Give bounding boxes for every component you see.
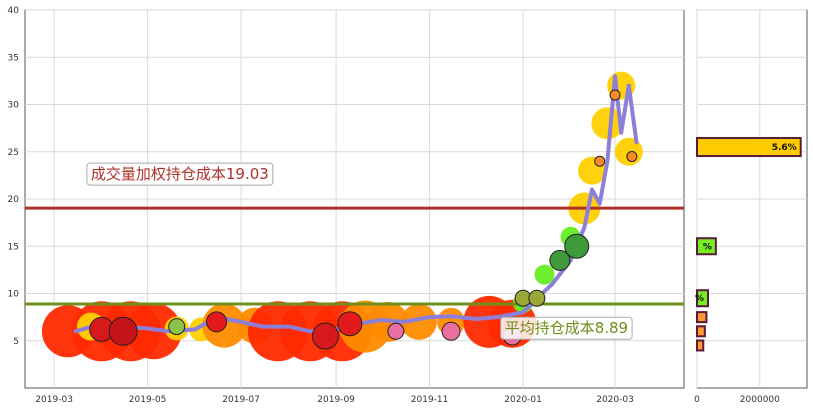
apple-icon [108,316,138,346]
kiwi-icon [168,318,186,336]
distribution-bar [696,325,706,338]
x-tick-label: 2019-05 [129,395,167,405]
strawberry-icon [206,311,228,333]
distribution-bar-label: % [695,294,704,304]
cost-annotations: 成交量加权持仓成本19.03 平均持仓成本8.89 [86,162,633,340]
carrot-icon [594,155,606,167]
distribution-bar-label: 5.6% [772,143,797,153]
volume-bubble [400,303,437,340]
y-tick-label: 15 [8,242,19,252]
y-tick-label: 10 [8,290,20,300]
distribution-bar [696,289,709,308]
y-tick-label: 35 [8,53,19,63]
radish-icon [387,322,405,340]
x-tick-label: 2020-01 [504,395,542,405]
carrot-icon [609,89,621,101]
x-tick-label: 2019-07 [222,395,260,405]
price-line [73,74,639,334]
annotation-label: 平均持仓成本8.89 [505,319,628,337]
main-y-ticks: 5 10 15 20 25 30 35 40 [8,6,20,347]
y-tick-label: 25 [8,148,19,158]
distribution-bar [696,339,705,352]
side-panel: 5.6%%% 0 2000000 [694,9,808,405]
distribution-bar [696,237,717,256]
price-line-layer [73,74,639,334]
y-tick-label: 20 [8,195,20,205]
x-tick-label: 2019-11 [411,395,449,405]
annotation-label: 成交量加权持仓成本19.03 [91,165,269,183]
pear-icon [528,289,546,307]
cost-annotation: 成交量加权持仓成本19.03 [86,162,274,186]
watermelon-icon [549,249,571,271]
watermelon-icon [564,233,590,259]
y-tick-label: 30 [8,101,20,111]
annotation-box [500,316,633,340]
apple-icon [311,322,339,350]
side-x-ticks: 0 2000000 [694,395,780,405]
x-tick-label: 2019-09 [317,395,355,405]
distribution-bar [696,137,802,158]
annotation-box [86,162,274,186]
side-x-tick-label: 2000000 [740,395,780,405]
distribution-bar [696,311,708,324]
volume-bubble [534,264,555,285]
fruit-icon-layer [89,89,638,350]
cost-annotation: 平均持仓成本8.89 [500,316,633,340]
y-tick-label: 40 [8,6,20,16]
main-x-ticks: 2019-03 2019-05 2019-07 2019-09 2019-11 2020-… [35,395,634,405]
side-x-tick-label: 0 [694,395,700,405]
y-tick-label: 5 [13,337,19,347]
distribution-bars: 5.6%%% [695,137,802,352]
carrot-icon [626,150,638,162]
volume-bubble [591,107,624,140]
x-tick-label: 2019-03 [35,395,73,405]
radish-icon [441,321,461,341]
volume-bubble [614,137,643,166]
distribution-bar-label: % [703,242,712,252]
strawberry-icon [337,311,363,337]
cost-lines [25,206,684,306]
x-tick-label: 2020-03 [596,395,634,405]
